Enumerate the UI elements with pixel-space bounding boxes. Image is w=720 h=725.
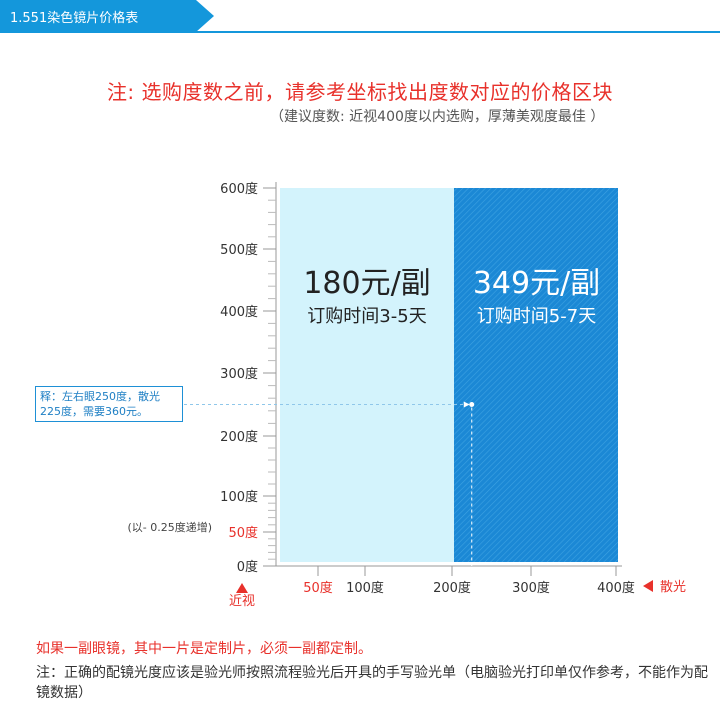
section-tab <box>0 0 214 32</box>
y-tick-label: 0度 <box>237 559 258 575</box>
y-axis-arrow-icon <box>236 583 248 593</box>
y-tick-label: 300度 <box>220 366 258 382</box>
x-tick-label: 50度 <box>303 580 333 596</box>
price-region-1 <box>280 188 454 562</box>
region-180-price: 180元/副 <box>303 266 431 301</box>
x-axis-arrow-icon <box>643 580 653 592</box>
x-tick-label: 200度 <box>433 580 471 596</box>
example-point <box>469 402 475 407</box>
x-tick-label: 400度 <box>597 580 635 596</box>
price-region-2 <box>454 188 618 562</box>
prescription-note: 注：正确的配镜光度应该是验光师按照流程验光后开具的手写验光单（电脑验光打印单仅作… <box>36 665 708 701</box>
example-arrow-icon <box>463 401 470 408</box>
x-tick-label: 100度 <box>346 580 384 596</box>
y-tick-label: 200度 <box>220 429 258 445</box>
x-axis-name: 散光 <box>660 580 686 595</box>
y-axis-name: 近视 <box>229 594 255 609</box>
x-tick-label: 300度 <box>512 580 550 596</box>
region-180-delivery: 订购时间3-5天 <box>307 306 427 327</box>
region-349-price: 349元/副 <box>472 266 601 301</box>
region-349-delivery: 订购时间5-7天 <box>476 306 597 327</box>
y-tick-label: 600度 <box>220 181 258 197</box>
y-tick-label: 400度 <box>220 304 258 320</box>
section-tab-label: 1.551染色镜片价格表 <box>10 11 139 26</box>
top-divider <box>0 31 720 33</box>
example-note: 释：左右眼250度，散光225度，需要360元。 <box>35 386 183 422</box>
top-bar: 1.551染色镜片价格表 <box>0 0 720 33</box>
y-tick-label: 50度 <box>228 525 258 541</box>
y-tick-label: 100度 <box>220 489 258 505</box>
custom-lens-note: 如果一副眼镜，其中一片是定制片，必须一副都定制。 <box>36 641 372 657</box>
subline: （建议度数: 近视400度以内选购，厚薄美观度最佳 ） <box>270 109 605 125</box>
y-step-note: (以- 0.25度递增) <box>127 520 212 534</box>
y-tick-label: 500度 <box>220 242 258 258</box>
headline: 注: 选购度数之前，请参考坐标找出度数对应的价格区块 <box>106 80 614 104</box>
